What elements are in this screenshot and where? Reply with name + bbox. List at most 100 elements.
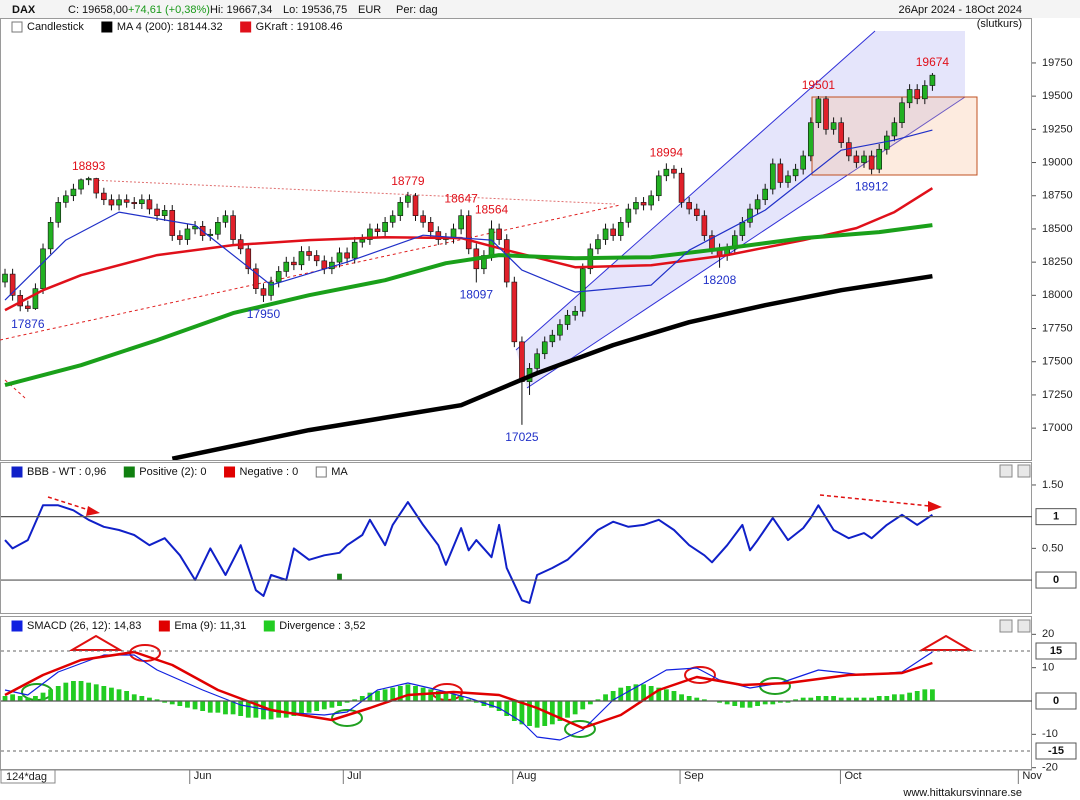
candle-body: [922, 85, 928, 100]
legend-label: SMACD (26, 12): 14,83: [27, 620, 141, 632]
candle-body: [663, 168, 670, 177]
candle-body: [511, 281, 518, 343]
series-line: [4, 651, 933, 741]
trend-channel: [516, 31, 965, 388]
candle-body: [458, 215, 464, 230]
candle-body: [116, 199, 122, 206]
bar: [154, 699, 160, 701]
bar: [511, 701, 517, 721]
bar: [451, 694, 456, 701]
candle-body: [868, 155, 875, 170]
price-annotation: 18893: [72, 159, 106, 173]
bar: [580, 701, 586, 710]
bar: [808, 697, 814, 701]
y-tick-label: 18500: [1042, 223, 1073, 235]
candle-body: [906, 89, 913, 104]
plot-area: [4, 501, 933, 604]
bar: [321, 701, 327, 710]
candle-body: [169, 210, 176, 236]
bar: [299, 701, 304, 715]
bar: [489, 701, 494, 708]
candle-body: [769, 163, 776, 190]
bar: [390, 687, 396, 701]
legend-swatch: [11, 466, 23, 478]
cross-marker: [684, 666, 716, 684]
candle-body: [671, 168, 677, 174]
candle-body: [47, 222, 54, 250]
candle-body: [268, 281, 274, 296]
date-range: 26Apr 2024 - 18Oct 2024: [898, 4, 1022, 16]
high-price: Hi: 19667,34: [210, 4, 272, 16]
candle-body: [184, 228, 191, 240]
candle-body: [541, 341, 548, 355]
y-tick-label: 17500: [1042, 356, 1073, 368]
candle-body: [640, 202, 647, 206]
candle-body: [139, 199, 145, 205]
level-box: [1035, 642, 1077, 660]
bar: [40, 692, 46, 701]
level-label: -15: [1048, 745, 1064, 757]
candle-body: [496, 228, 502, 240]
price-annotation: 18097: [460, 288, 494, 302]
bar: [861, 697, 867, 701]
bar: [253, 701, 259, 718]
x-tick-label: Oct: [844, 770, 861, 782]
price-annotation: 19674: [916, 55, 950, 69]
candle-body: [519, 341, 525, 382]
zoom-button[interactable]: [999, 619, 1013, 633]
bar: [458, 696, 464, 701]
candle-body: [313, 255, 320, 262]
bar: [71, 681, 76, 701]
legend-swatch: [123, 466, 135, 478]
level-label: 15: [1050, 645, 1062, 657]
bar: [78, 681, 84, 701]
bar: [641, 684, 646, 701]
bar: [223, 701, 228, 715]
candle-body: [32, 288, 39, 309]
bar: [610, 691, 616, 701]
bar: [762, 701, 768, 705]
zoom-button[interactable]: [999, 464, 1013, 478]
candle-body: [215, 222, 221, 235]
candle-body: [838, 122, 844, 143]
price-annotation: 17950: [247, 307, 281, 321]
candle-body: [815, 98, 822, 124]
bar: [55, 686, 61, 701]
bar: [724, 701, 730, 705]
bar: [914, 691, 920, 701]
level-box: [1035, 692, 1077, 710]
bar: [701, 699, 707, 701]
candle-body: [686, 202, 692, 210]
legend-swatch: [315, 466, 327, 478]
bar: [793, 699, 798, 701]
candle-body: [40, 248, 46, 289]
candle-body: [367, 228, 373, 240]
candle-body: [78, 179, 84, 190]
close-button[interactable]: [1017, 619, 1031, 633]
bar: [625, 686, 631, 701]
bar: [109, 687, 114, 701]
candle-body: [503, 239, 510, 283]
bar: [831, 696, 836, 701]
header-bar: [0, 0, 1080, 18]
bar: [25, 697, 31, 701]
bar: [48, 689, 54, 701]
plot-area: [2, 73, 936, 460]
signal-triangle: [68, 634, 124, 651]
support-line: [0, 204, 621, 341]
bar: [922, 689, 928, 701]
price-annotation: 18564: [475, 203, 509, 217]
bar: [435, 691, 441, 701]
candle-body: [146, 199, 153, 210]
level-label: 0: [1053, 695, 1059, 707]
candle-body: [70, 188, 77, 197]
bar: [618, 687, 624, 701]
bar: [86, 682, 92, 701]
y-tick-label: 19250: [1042, 123, 1073, 135]
candle-body: [230, 215, 236, 240]
bar: [200, 701, 206, 711]
close-button[interactable]: [1017, 464, 1031, 478]
footer-url: www.hittakursvinnare.se: [902, 787, 1022, 799]
candle-body: [260, 288, 267, 296]
legend-label: MA: [331, 466, 348, 478]
